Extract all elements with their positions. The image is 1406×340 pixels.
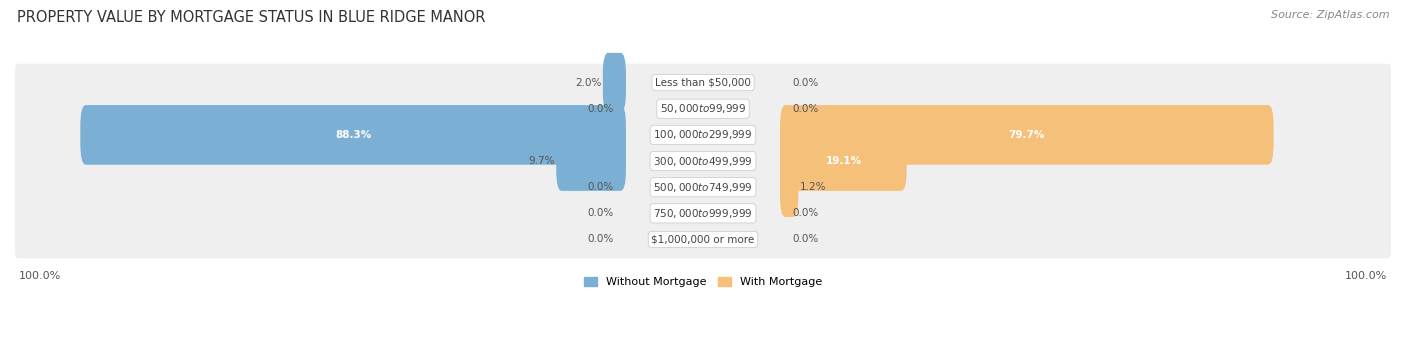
- FancyBboxPatch shape: [780, 131, 907, 191]
- Text: 9.7%: 9.7%: [529, 156, 555, 166]
- Text: 0.0%: 0.0%: [588, 182, 613, 192]
- Text: 0.0%: 0.0%: [588, 208, 613, 218]
- Text: $1,000,000 or more: $1,000,000 or more: [651, 235, 755, 244]
- Text: 79.7%: 79.7%: [1008, 130, 1045, 140]
- Text: PROPERTY VALUE BY MORTGAGE STATUS IN BLUE RIDGE MANOR: PROPERTY VALUE BY MORTGAGE STATUS IN BLU…: [17, 10, 485, 25]
- FancyBboxPatch shape: [15, 168, 1391, 206]
- Text: 1.2%: 1.2%: [800, 182, 827, 192]
- Legend: Without Mortgage, With Mortgage: Without Mortgage, With Mortgage: [583, 277, 823, 287]
- Text: $100,000 to $299,999: $100,000 to $299,999: [654, 129, 752, 141]
- Text: 0.0%: 0.0%: [588, 104, 613, 114]
- Text: 100.0%: 100.0%: [1346, 271, 1388, 281]
- FancyBboxPatch shape: [15, 64, 1391, 101]
- FancyBboxPatch shape: [780, 157, 799, 217]
- FancyBboxPatch shape: [780, 105, 1274, 165]
- FancyBboxPatch shape: [15, 142, 1391, 180]
- Text: 0.0%: 0.0%: [588, 235, 613, 244]
- FancyBboxPatch shape: [15, 90, 1391, 128]
- Text: 19.1%: 19.1%: [825, 156, 862, 166]
- FancyBboxPatch shape: [603, 53, 626, 113]
- Text: Source: ZipAtlas.com: Source: ZipAtlas.com: [1271, 10, 1389, 20]
- Text: 0.0%: 0.0%: [793, 235, 818, 244]
- Text: 100.0%: 100.0%: [18, 271, 60, 281]
- FancyBboxPatch shape: [15, 116, 1391, 154]
- FancyBboxPatch shape: [80, 105, 626, 165]
- FancyBboxPatch shape: [15, 221, 1391, 258]
- FancyBboxPatch shape: [15, 194, 1391, 232]
- Text: 88.3%: 88.3%: [335, 130, 371, 140]
- Text: $50,000 to $99,999: $50,000 to $99,999: [659, 102, 747, 115]
- Text: 0.0%: 0.0%: [793, 78, 818, 88]
- Text: Less than $50,000: Less than $50,000: [655, 78, 751, 88]
- Text: 2.0%: 2.0%: [575, 78, 602, 88]
- Text: 0.0%: 0.0%: [793, 208, 818, 218]
- Text: $750,000 to $999,999: $750,000 to $999,999: [654, 207, 752, 220]
- Text: $500,000 to $749,999: $500,000 to $749,999: [654, 181, 752, 194]
- FancyBboxPatch shape: [557, 131, 626, 191]
- Text: $300,000 to $499,999: $300,000 to $499,999: [654, 155, 752, 168]
- Text: 0.0%: 0.0%: [793, 104, 818, 114]
